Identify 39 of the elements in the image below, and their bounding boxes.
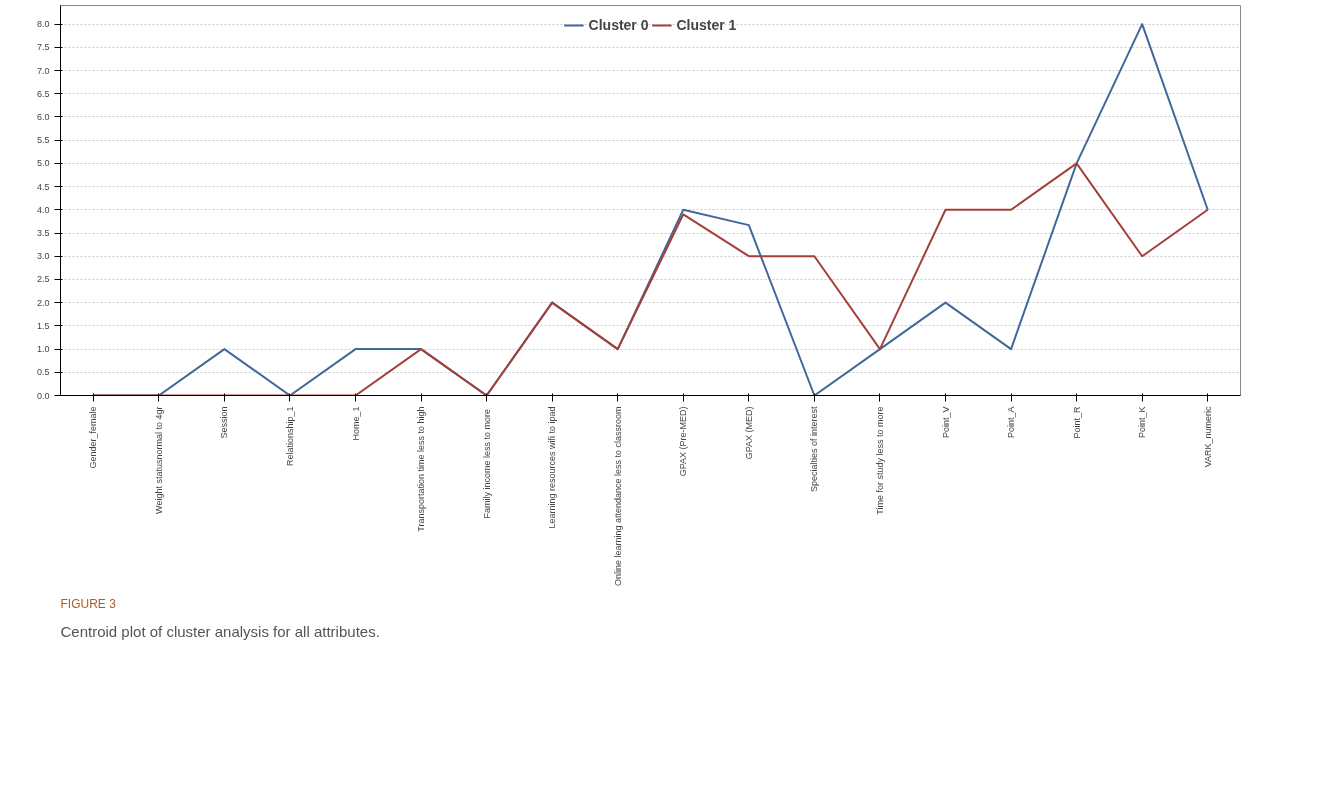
x-tick-label: VARK_numeric: [1202, 406, 1213, 468]
y-tick-label: 6.0: [36, 111, 50, 122]
y-tick-label: 3.0: [36, 251, 50, 262]
y-tick-label: 1.5: [36, 320, 50, 331]
x-tick-label: Family income less to more: [481, 409, 492, 519]
y-tick-label: 3.5: [36, 228, 50, 238]
y-tick-label: 7.5: [36, 42, 50, 53]
x-tick-label: Point_K: [1137, 406, 1148, 439]
x-tick-label: GPAX (MED): [743, 406, 754, 460]
text: Centroid plot of cluster analysis for all attributes.: [60, 622, 380, 640]
y-tick-label: 2.5: [36, 274, 50, 285]
x-tick-label: Session: [219, 406, 230, 439]
x-tick-label: Point_A: [1006, 406, 1017, 439]
x-tick-label: Relationship_1: [284, 406, 295, 467]
x-tick-label: Point_R: [1071, 406, 1082, 439]
x-tick-label: Transportation time less to high: [416, 406, 427, 532]
x-tick-label: Online learning attendance less to classroom: [612, 406, 623, 587]
x-tick-label: GPAX (Pre-MED): [678, 406, 689, 477]
y-tick-label: 0.0: [36, 390, 50, 401]
x-tick-label: Gender_female: [88, 406, 99, 469]
y-tick-label: 0.5: [36, 367, 50, 378]
x-tick-label: Specialties of interest: [809, 406, 820, 493]
x-tick-label: Point_V: [940, 406, 951, 439]
y-tick-label: 7.0: [36, 65, 50, 76]
y-tick-label: 2.0: [36, 297, 50, 308]
legend-label: Cluster 0: [588, 17, 649, 33]
x-tick-label: Learning resources wifi to ipad: [547, 406, 558, 529]
caption: FIGURE 3: [60, 596, 117, 611]
y-tick-label: 5.0: [36, 158, 50, 169]
y-tick-label: 8.0: [36, 19, 50, 30]
x-tick-label: Home_1: [350, 406, 361, 441]
y-tick-label: 4.5: [36, 181, 50, 192]
legend-label: Cluster 1: [676, 17, 737, 33]
y-tick-label: 4.0: [36, 204, 50, 215]
x-tick-label: Time for study less to more: [874, 406, 885, 515]
y-tick-label: 6.5: [36, 88, 50, 99]
y-tick-label: 1.0: [36, 344, 50, 355]
y-tick-label: 5.5: [36, 135, 50, 146]
x-tick-label: Weight statusnormal to 4gr: [153, 406, 164, 514]
